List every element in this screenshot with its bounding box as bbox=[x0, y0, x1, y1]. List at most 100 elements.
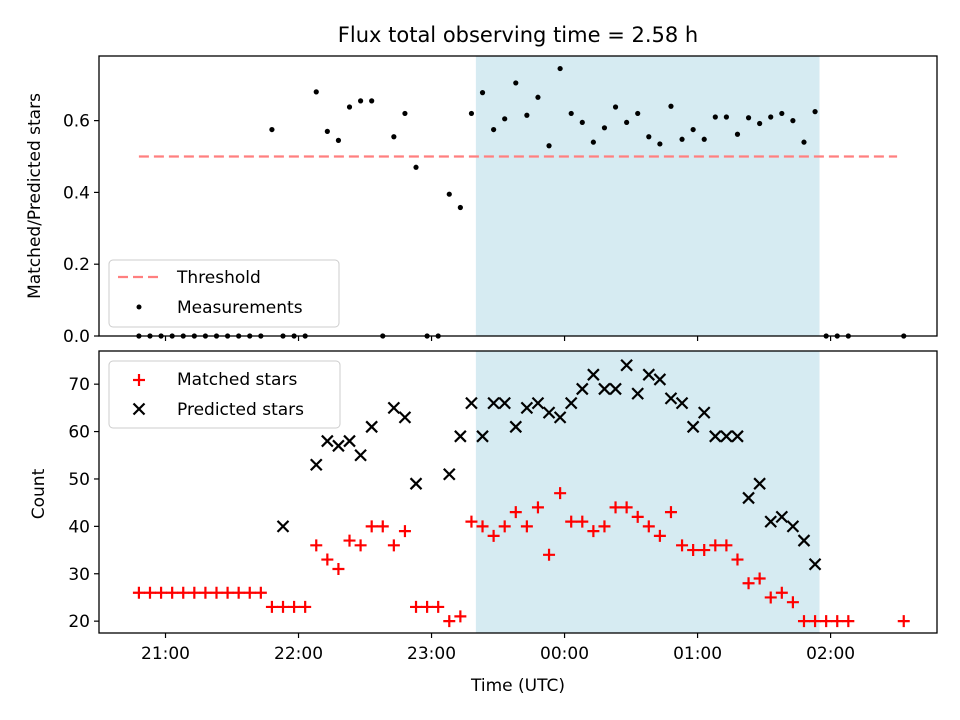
matched-legend-label: Matched stars bbox=[177, 370, 297, 390]
matched-star-point bbox=[321, 553, 334, 566]
measurement-point bbox=[712, 114, 718, 120]
matched-star-point bbox=[476, 520, 489, 533]
measurement-point bbox=[657, 141, 663, 147]
bottom-y-tick-label: 70 bbox=[68, 375, 90, 395]
matched-star-point bbox=[210, 586, 223, 599]
matched-star-point bbox=[310, 539, 323, 552]
top-legend-box bbox=[108, 259, 340, 328]
predicted-star-point bbox=[343, 434, 356, 448]
matched-star-point bbox=[897, 615, 910, 628]
predicted-star-point bbox=[309, 458, 323, 472]
matched-star-point bbox=[687, 544, 700, 557]
matched-star-point bbox=[709, 539, 722, 552]
predicted-star-point bbox=[764, 515, 778, 528]
predicted-star-point bbox=[653, 373, 667, 386]
matched-star-point bbox=[831, 615, 844, 628]
measurement-point bbox=[624, 119, 630, 126]
top-y-tick-label: 0.0 bbox=[63, 327, 90, 347]
matched-star-point bbox=[454, 610, 467, 623]
measurement-point bbox=[745, 115, 752, 121]
matched-star-point bbox=[753, 572, 766, 585]
predicted-star-point bbox=[365, 420, 378, 434]
matched-star-point bbox=[387, 539, 400, 552]
bottom-y-tick-label: 40 bbox=[68, 517, 90, 537]
predicted-star-point bbox=[808, 557, 822, 571]
measurement-point bbox=[346, 104, 353, 110]
x-tick-label: 00:00 bbox=[540, 644, 589, 664]
predicted-star-point bbox=[797, 534, 811, 547]
measurement-point bbox=[679, 136, 685, 142]
measurements-legend-label: Measurements bbox=[177, 298, 303, 318]
measurement-point bbox=[668, 103, 674, 109]
matched-star-point bbox=[609, 501, 622, 514]
predicted-star-point bbox=[642, 368, 656, 381]
matched-star-point bbox=[143, 586, 156, 599]
matched-star-point bbox=[631, 510, 644, 523]
x-axis-label: Time (UTC) bbox=[470, 676, 565, 696]
bottom-plot-frame bbox=[98, 350, 938, 634]
bottom-y-axis: 20 30 40 50 60 70 bbox=[68, 375, 99, 632]
bottom-legend-box bbox=[108, 360, 341, 429]
predicted-legend-icon bbox=[132, 402, 146, 416]
measurement-point bbox=[734, 131, 741, 137]
measurement-point bbox=[457, 204, 463, 211]
measurement-point bbox=[590, 139, 596, 145]
x-tick-label: 21:00 bbox=[141, 644, 190, 664]
predicted-star-point bbox=[498, 396, 511, 410]
measurement-point bbox=[335, 137, 342, 143]
predicted-star-point bbox=[321, 434, 334, 448]
predicted-star-point bbox=[465, 396, 478, 410]
measurement-point bbox=[579, 119, 585, 126]
measurement-point bbox=[779, 110, 785, 117]
measurement-point bbox=[635, 110, 641, 117]
measurement-point bbox=[369, 98, 375, 104]
matched-star-point bbox=[731, 553, 744, 566]
matched-star-point bbox=[809, 615, 822, 628]
matched-star-point bbox=[642, 520, 655, 533]
measurement-point bbox=[546, 143, 552, 149]
measurement-point bbox=[391, 134, 397, 140]
matched-stars-points bbox=[132, 487, 910, 628]
matched-star-point bbox=[531, 501, 544, 514]
matched-star-point bbox=[797, 615, 810, 628]
measurement-point bbox=[646, 134, 652, 140]
predicted-star-point bbox=[276, 520, 290, 533]
matched-star-point bbox=[343, 534, 356, 547]
matched-star-point bbox=[166, 586, 179, 599]
top-y-tick-label: 0.6 bbox=[63, 112, 90, 132]
matched-star-point bbox=[554, 487, 567, 500]
measurement-point bbox=[402, 110, 408, 117]
matched-star-point bbox=[432, 600, 445, 613]
predicted-star-point bbox=[720, 430, 733, 443]
top-y-tick-label: 0.4 bbox=[63, 183, 90, 203]
predicted-star-point bbox=[332, 439, 345, 453]
matched-star-point bbox=[398, 525, 411, 538]
bottom-observing-window bbox=[475, 351, 820, 633]
bottom-y-tick-label: 30 bbox=[68, 565, 90, 585]
predicted-star-point bbox=[387, 401, 401, 415]
predicted-star-point bbox=[609, 382, 622, 396]
matched-star-point bbox=[698, 544, 711, 557]
measurement-point bbox=[535, 94, 541, 100]
measurement-point bbox=[502, 116, 508, 122]
predicted-star-point bbox=[686, 420, 700, 434]
matched-star-point bbox=[199, 586, 212, 599]
measurement-point bbox=[723, 114, 729, 120]
matched-star-point bbox=[221, 586, 234, 599]
predicted-star-point bbox=[520, 401, 534, 415]
bottom-panel: 20 30 40 50 60 70 21:00 22:00 23:00 00:00 01:00 02… bbox=[29, 350, 938, 696]
predicted-star-point bbox=[775, 510, 789, 524]
predicted-star-point bbox=[442, 467, 456, 481]
matched-star-point bbox=[288, 600, 301, 613]
matched-star-point bbox=[598, 520, 611, 533]
matched-star-point bbox=[620, 501, 633, 514]
measurement-point bbox=[524, 112, 530, 118]
predicted-star-point bbox=[531, 396, 545, 410]
matched-star-point bbox=[543, 548, 556, 561]
top-y-axis-label: Matched/Predicted stars bbox=[25, 93, 45, 299]
predicted-legend-label: Predicted stars bbox=[177, 400, 304, 420]
predicted-star-point bbox=[664, 392, 678, 405]
top-observing-window bbox=[475, 56, 820, 336]
predicted-stars-points bbox=[276, 358, 822, 571]
